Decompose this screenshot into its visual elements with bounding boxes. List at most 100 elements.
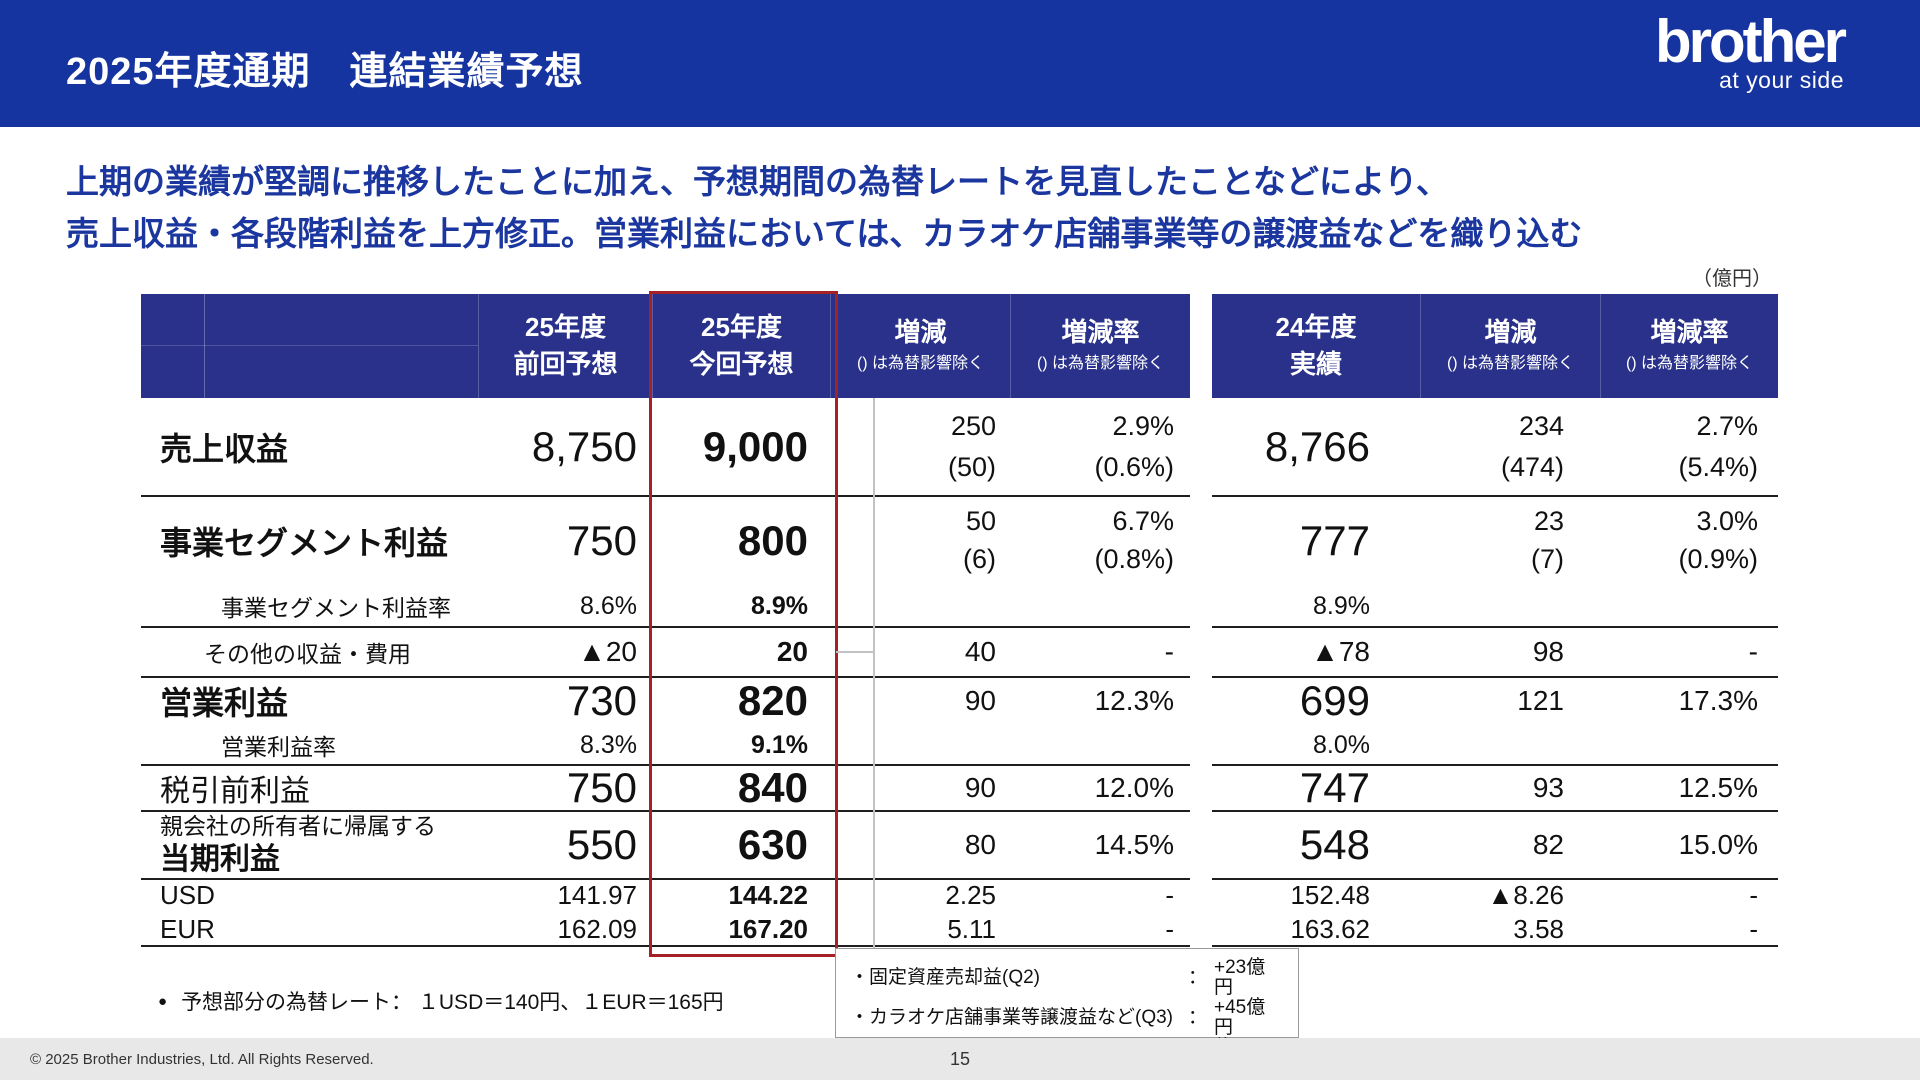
usd-actual: 152.48 xyxy=(1290,880,1370,910)
header-actual: 24年度 実績 xyxy=(1212,294,1420,398)
copyright: © 2025 Brother Industries, Ltd. All Righ… xyxy=(30,1050,374,1068)
usd-current: 144.22 xyxy=(728,880,808,910)
revenue-prev: 8,750 xyxy=(531,423,637,470)
header-stub-divider xyxy=(204,294,205,398)
pretax-profit-actual: 747 xyxy=(1299,764,1370,811)
operating-margin-prev: 8.3% xyxy=(580,730,637,759)
usd-prev: 141.97 xyxy=(557,880,637,910)
pretax-profit-label: 税引前利益 xyxy=(160,775,310,808)
callout-leader-line-vertical xyxy=(873,398,875,948)
header-actual-change-rate: 増減率() は為替影響除く xyxy=(1600,294,1778,398)
title-band: 2025年度通期 連結業績予想 brother at your side xyxy=(0,0,1920,127)
revenue-actual: 8,766 xyxy=(1264,423,1370,470)
usd-actual-change-rate: - xyxy=(1749,880,1758,910)
header-stub-divider-h xyxy=(141,345,478,346)
row-divider xyxy=(1212,764,1778,766)
operating-profit-change-rate: 12.3% xyxy=(1094,685,1174,716)
header-label-cell xyxy=(141,294,478,398)
header-current-forecast: 25年度 今回予想 xyxy=(652,294,830,398)
page-number: 15 xyxy=(949,1048,971,1069)
other-income-actual: ▲78 xyxy=(1311,636,1370,667)
row-divider xyxy=(141,495,1190,497)
brother-wordmark: brother xyxy=(1655,8,1847,75)
header-change-rate: 増減率() は為替影響除く xyxy=(1010,294,1190,398)
pretax-profit-prev: 750 xyxy=(566,764,637,811)
other-income-label: その他の収益・費用 xyxy=(204,641,411,667)
row-divider xyxy=(1212,676,1778,678)
callout-leader-line-horizontal xyxy=(836,651,873,653)
header-actual-change: 増減() は為替影響除く xyxy=(1420,294,1600,398)
eur-change: 5.11 xyxy=(947,913,996,944)
segment-profit-label: 事業セグメント利益 xyxy=(160,524,449,561)
segment-margin-current: 8.9% xyxy=(751,591,808,620)
header-change: 増減() は為替影響除く xyxy=(830,294,1010,398)
usd-label: USD xyxy=(160,880,215,910)
segment-margin-label: 事業セグメント利益率 xyxy=(221,595,451,621)
operating-profit-change: 90 xyxy=(964,685,996,716)
other-income-current: 20 xyxy=(776,636,808,667)
operating-margin-actual: 8.0% xyxy=(1313,730,1370,759)
table-bottom-border xyxy=(1212,945,1778,947)
header-prev-forecast: 25年度 前回予想 xyxy=(478,294,652,398)
segment-profit-current: 800 xyxy=(737,516,808,564)
net-profit-actual-change: 82 xyxy=(1532,829,1564,860)
callout-item: ・固定資産売却益(Q2)： +23億円 xyxy=(850,957,1266,998)
revenue-label: 売上収益 xyxy=(160,431,289,467)
operating-profit-current: 820 xyxy=(737,677,808,724)
row-divider xyxy=(1212,810,1778,812)
fx-rate-footnote: ● 予想部分の為替レート： １USD＝140円、１EUR＝165円 xyxy=(158,986,724,1016)
eur-prev: 162.09 xyxy=(557,913,637,944)
segment-profit-prev: 750 xyxy=(566,516,637,564)
eur-actual: 163.62 xyxy=(1290,913,1370,944)
other-income-prev: ▲20 xyxy=(578,636,637,667)
segment-profit-actual-change: 23 (7) xyxy=(1531,505,1564,575)
operating-profit-prev: 730 xyxy=(566,677,637,724)
operating-margin-current: 9.1% xyxy=(751,730,808,759)
revenue-change: 250 (50) xyxy=(947,410,996,483)
page-title: 2025年度通期 連結業績予想 xyxy=(66,51,584,93)
unit-note: （億円） xyxy=(1692,268,1772,290)
row-divider xyxy=(141,764,1190,766)
segment-margin-actual: 8.9% xyxy=(1313,591,1370,620)
net-profit-actual: 548 xyxy=(1299,821,1370,868)
row-divider xyxy=(141,676,1190,678)
segment-profit-change-rate: 6.7% (0.8%) xyxy=(1094,505,1174,575)
row-divider xyxy=(141,878,1190,880)
pretax-profit-actual-change: 93 xyxy=(1532,772,1564,803)
revenue-actual-change-rate: 2.7% (5.4%) xyxy=(1678,410,1758,483)
net-profit-actual-change-rate: 15.0% xyxy=(1678,829,1758,860)
bullet-icon: ● xyxy=(158,992,168,1010)
net-profit-current: 630 xyxy=(737,821,808,868)
brother-tagline: at your side xyxy=(1719,67,1844,93)
revenue-actual-change: 234 (474) xyxy=(1500,410,1564,483)
fx-rate-footnote-text: 予想部分の為替レート： １USD＝140円、１EUR＝165円 xyxy=(181,991,724,1014)
revenue-change-rate: 2.9% (0.6%) xyxy=(1094,410,1174,483)
summary-message-line2: 売上収益・各段階利益を上方修正。営業利益においては、カラオケ店舗事業等の譲渡益な… xyxy=(66,215,1583,253)
eur-label: EUR xyxy=(160,913,215,944)
revenue-current: 9,000 xyxy=(702,423,808,470)
eur-actual-change-rate: - xyxy=(1749,913,1758,944)
row-divider xyxy=(1212,495,1778,497)
other-income-change-rate: - xyxy=(1164,636,1174,667)
eur-change-rate: - xyxy=(1165,913,1174,944)
results-table: 25年度 前回予想 25年度 今回予想 増減() は為替影響除く 増減率() は為替… xyxy=(141,294,1778,946)
pretax-profit-change: 90 xyxy=(964,772,996,803)
eur-actual-change: 3.58 xyxy=(1513,913,1564,944)
row-divider xyxy=(141,810,1190,812)
operating-margin-label: 営業利益率 xyxy=(221,734,336,760)
brother-logo: brother at your side xyxy=(1655,8,1847,94)
table-bottom-border xyxy=(141,945,1190,947)
net-profit-prev: 550 xyxy=(566,821,637,868)
footer-band: © 2025 Brother Industries, Ltd. All Righ… xyxy=(0,1038,1920,1080)
net-profit-change: 80 xyxy=(964,829,996,860)
row-divider xyxy=(1212,626,1778,628)
eur-current: 167.20 xyxy=(728,913,808,944)
summary-message-line1: 上期の業績が堅調に推移したことに加え、予想期間の為替レートを見直したことなどによ… xyxy=(66,163,1450,200)
segment-profit-change: 50 (6) xyxy=(963,505,996,575)
operating-profit-actual-change: 121 xyxy=(1517,685,1564,716)
callout-item: ・カラオケ店舗事業等譲渡益など(Q3)： +45億円 xyxy=(850,996,1266,1038)
other-income-actual-change: 98 xyxy=(1532,636,1564,667)
segment-margin-prev: 8.6% xyxy=(580,591,637,620)
net-profit-change-rate: 14.5% xyxy=(1094,829,1174,860)
